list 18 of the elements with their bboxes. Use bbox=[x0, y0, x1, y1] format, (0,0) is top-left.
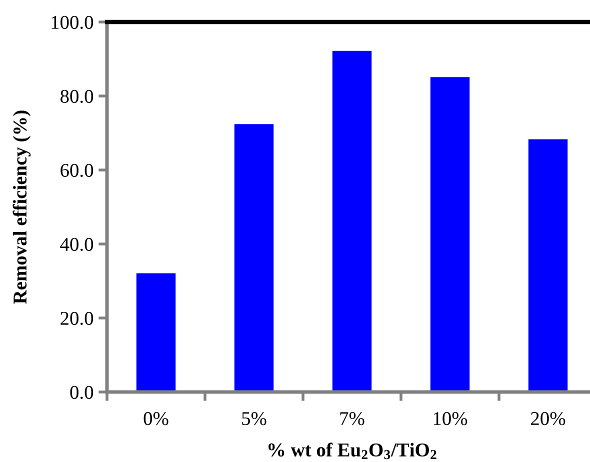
y-tick-label: 80.0 bbox=[60, 90, 94, 104]
y-tick-label: 100.0 bbox=[52, 16, 94, 30]
bar bbox=[234, 124, 274, 392]
bar bbox=[430, 77, 470, 392]
y-tick-label: 40.0 bbox=[60, 238, 94, 252]
bar bbox=[528, 139, 568, 392]
y-tick-label: 60.0 bbox=[60, 164, 94, 178]
y-axis-title: Removal efficiency (%) bbox=[12, 110, 31, 304]
y-tick-label: 0.0 bbox=[70, 386, 94, 400]
x-axis-title: % wt of Eu$_{2}$O$_{3}$/TiO$_{2}$ bbox=[268, 442, 436, 460]
x-tick-label: 7% bbox=[340, 412, 364, 426]
x-tick-label: 10% bbox=[434, 412, 468, 426]
bar bbox=[136, 273, 176, 392]
x-tick-label: 0% bbox=[144, 412, 168, 426]
x-tick-label: 5% bbox=[242, 412, 266, 426]
x-tick-label: 20% bbox=[531, 412, 566, 426]
bar bbox=[332, 50, 372, 392]
y-tick-label: 20.0 bbox=[60, 312, 94, 326]
